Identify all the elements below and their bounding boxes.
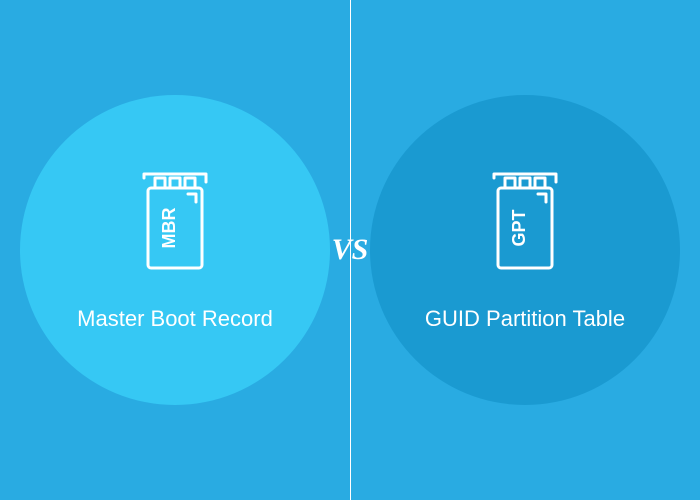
right-caption: GUID Partition Table (425, 306, 625, 332)
vs-label: VS (332, 233, 369, 267)
mbr-chip-icon: MBR (130, 168, 220, 278)
left-caption: Master Boot Record (77, 306, 273, 332)
left-circle: MBR Master Boot Record (20, 95, 330, 405)
right-circle: GPT GUID Partition Table (370, 95, 680, 405)
gpt-chip-icon: GPT (480, 168, 570, 278)
left-panel: MBR Master Boot Record (0, 0, 350, 500)
svg-text:MBR: MBR (159, 208, 179, 249)
svg-text:GPT: GPT (509, 209, 529, 246)
right-panel: GPT GUID Partition Table (350, 0, 700, 500)
